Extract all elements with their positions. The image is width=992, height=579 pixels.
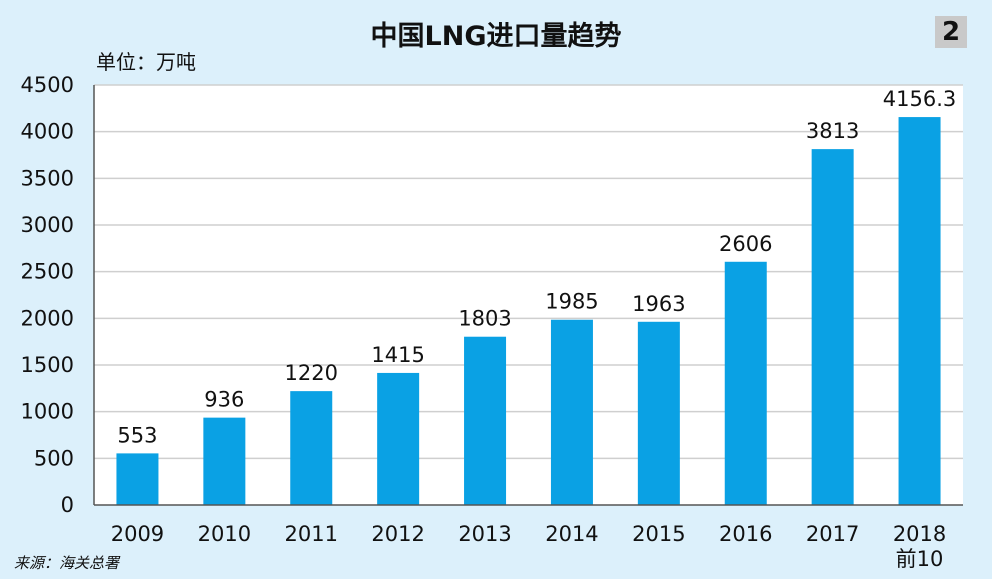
y-tick-label: 3000 — [21, 213, 74, 237]
y-tick-label: 2000 — [21, 306, 74, 330]
bar — [811, 149, 854, 505]
y-tick-label: 3500 — [21, 166, 74, 190]
x-tick-label: 2011 — [285, 522, 338, 546]
bar — [550, 319, 593, 505]
x-tick-label: 2010 — [198, 522, 251, 546]
data-label: 4156.3 — [883, 87, 956, 111]
y-tick-label: 500 — [34, 446, 74, 470]
x-tick-label: 2016 — [719, 522, 772, 546]
y-axis-ticks: 0 500 1000 1500 2000 2500 3000 3500 4000 4500 — [21, 73, 74, 517]
x-tick-label: 2018 前10 — [893, 522, 946, 571]
y-tick-label: 1500 — [21, 353, 74, 377]
data-label: 1220 — [285, 361, 338, 385]
y-tick-label: 2500 — [21, 260, 74, 284]
bar — [116, 453, 159, 505]
x-tick-label: 2015 — [632, 522, 685, 546]
unit-label: 单位：万吨 — [96, 50, 196, 74]
y-tick-label: 4500 — [21, 73, 74, 97]
data-label: 3813 — [806, 119, 859, 143]
x-tick-label: 2017 — [806, 522, 859, 546]
data-label: 553 — [117, 423, 157, 447]
bar — [637, 321, 680, 505]
data-label: 1963 — [632, 292, 685, 316]
source-note: 来源：海关总署 — [14, 554, 120, 572]
data-label: 2606 — [719, 232, 772, 256]
bar — [724, 261, 767, 505]
y-tick-label: 4000 — [21, 120, 74, 144]
data-label: 1803 — [458, 307, 511, 331]
bar — [290, 391, 333, 505]
bar — [203, 417, 246, 505]
x-axis-ticks: 2009 2010 2011 2012 2013 2014 2015 2016 2017 2018… — [111, 522, 947, 571]
y-tick-label: 0 — [61, 493, 74, 517]
x-tick-label: 2014 — [545, 522, 598, 546]
bar — [898, 117, 941, 505]
bars — [116, 117, 941, 505]
data-label: 936 — [204, 388, 244, 412]
data-labels: 553 936 1220 1415 1803 1985 1963 2606 3813 4156.3 — [117, 87, 956, 447]
data-label: 1985 — [545, 290, 598, 314]
chart-title: 中国LNG进口量趋势 — [370, 21, 622, 52]
data-label: 1415 — [371, 343, 424, 367]
y-tick-label: 1000 — [21, 400, 74, 424]
figure-number-badge: 2 — [935, 16, 967, 48]
bar — [377, 372, 420, 505]
x-tick-label: 2012 — [371, 522, 424, 546]
x-tick-label: 2009 — [111, 522, 164, 546]
x-tick-label: 2013 — [458, 522, 511, 546]
bar — [464, 336, 507, 505]
